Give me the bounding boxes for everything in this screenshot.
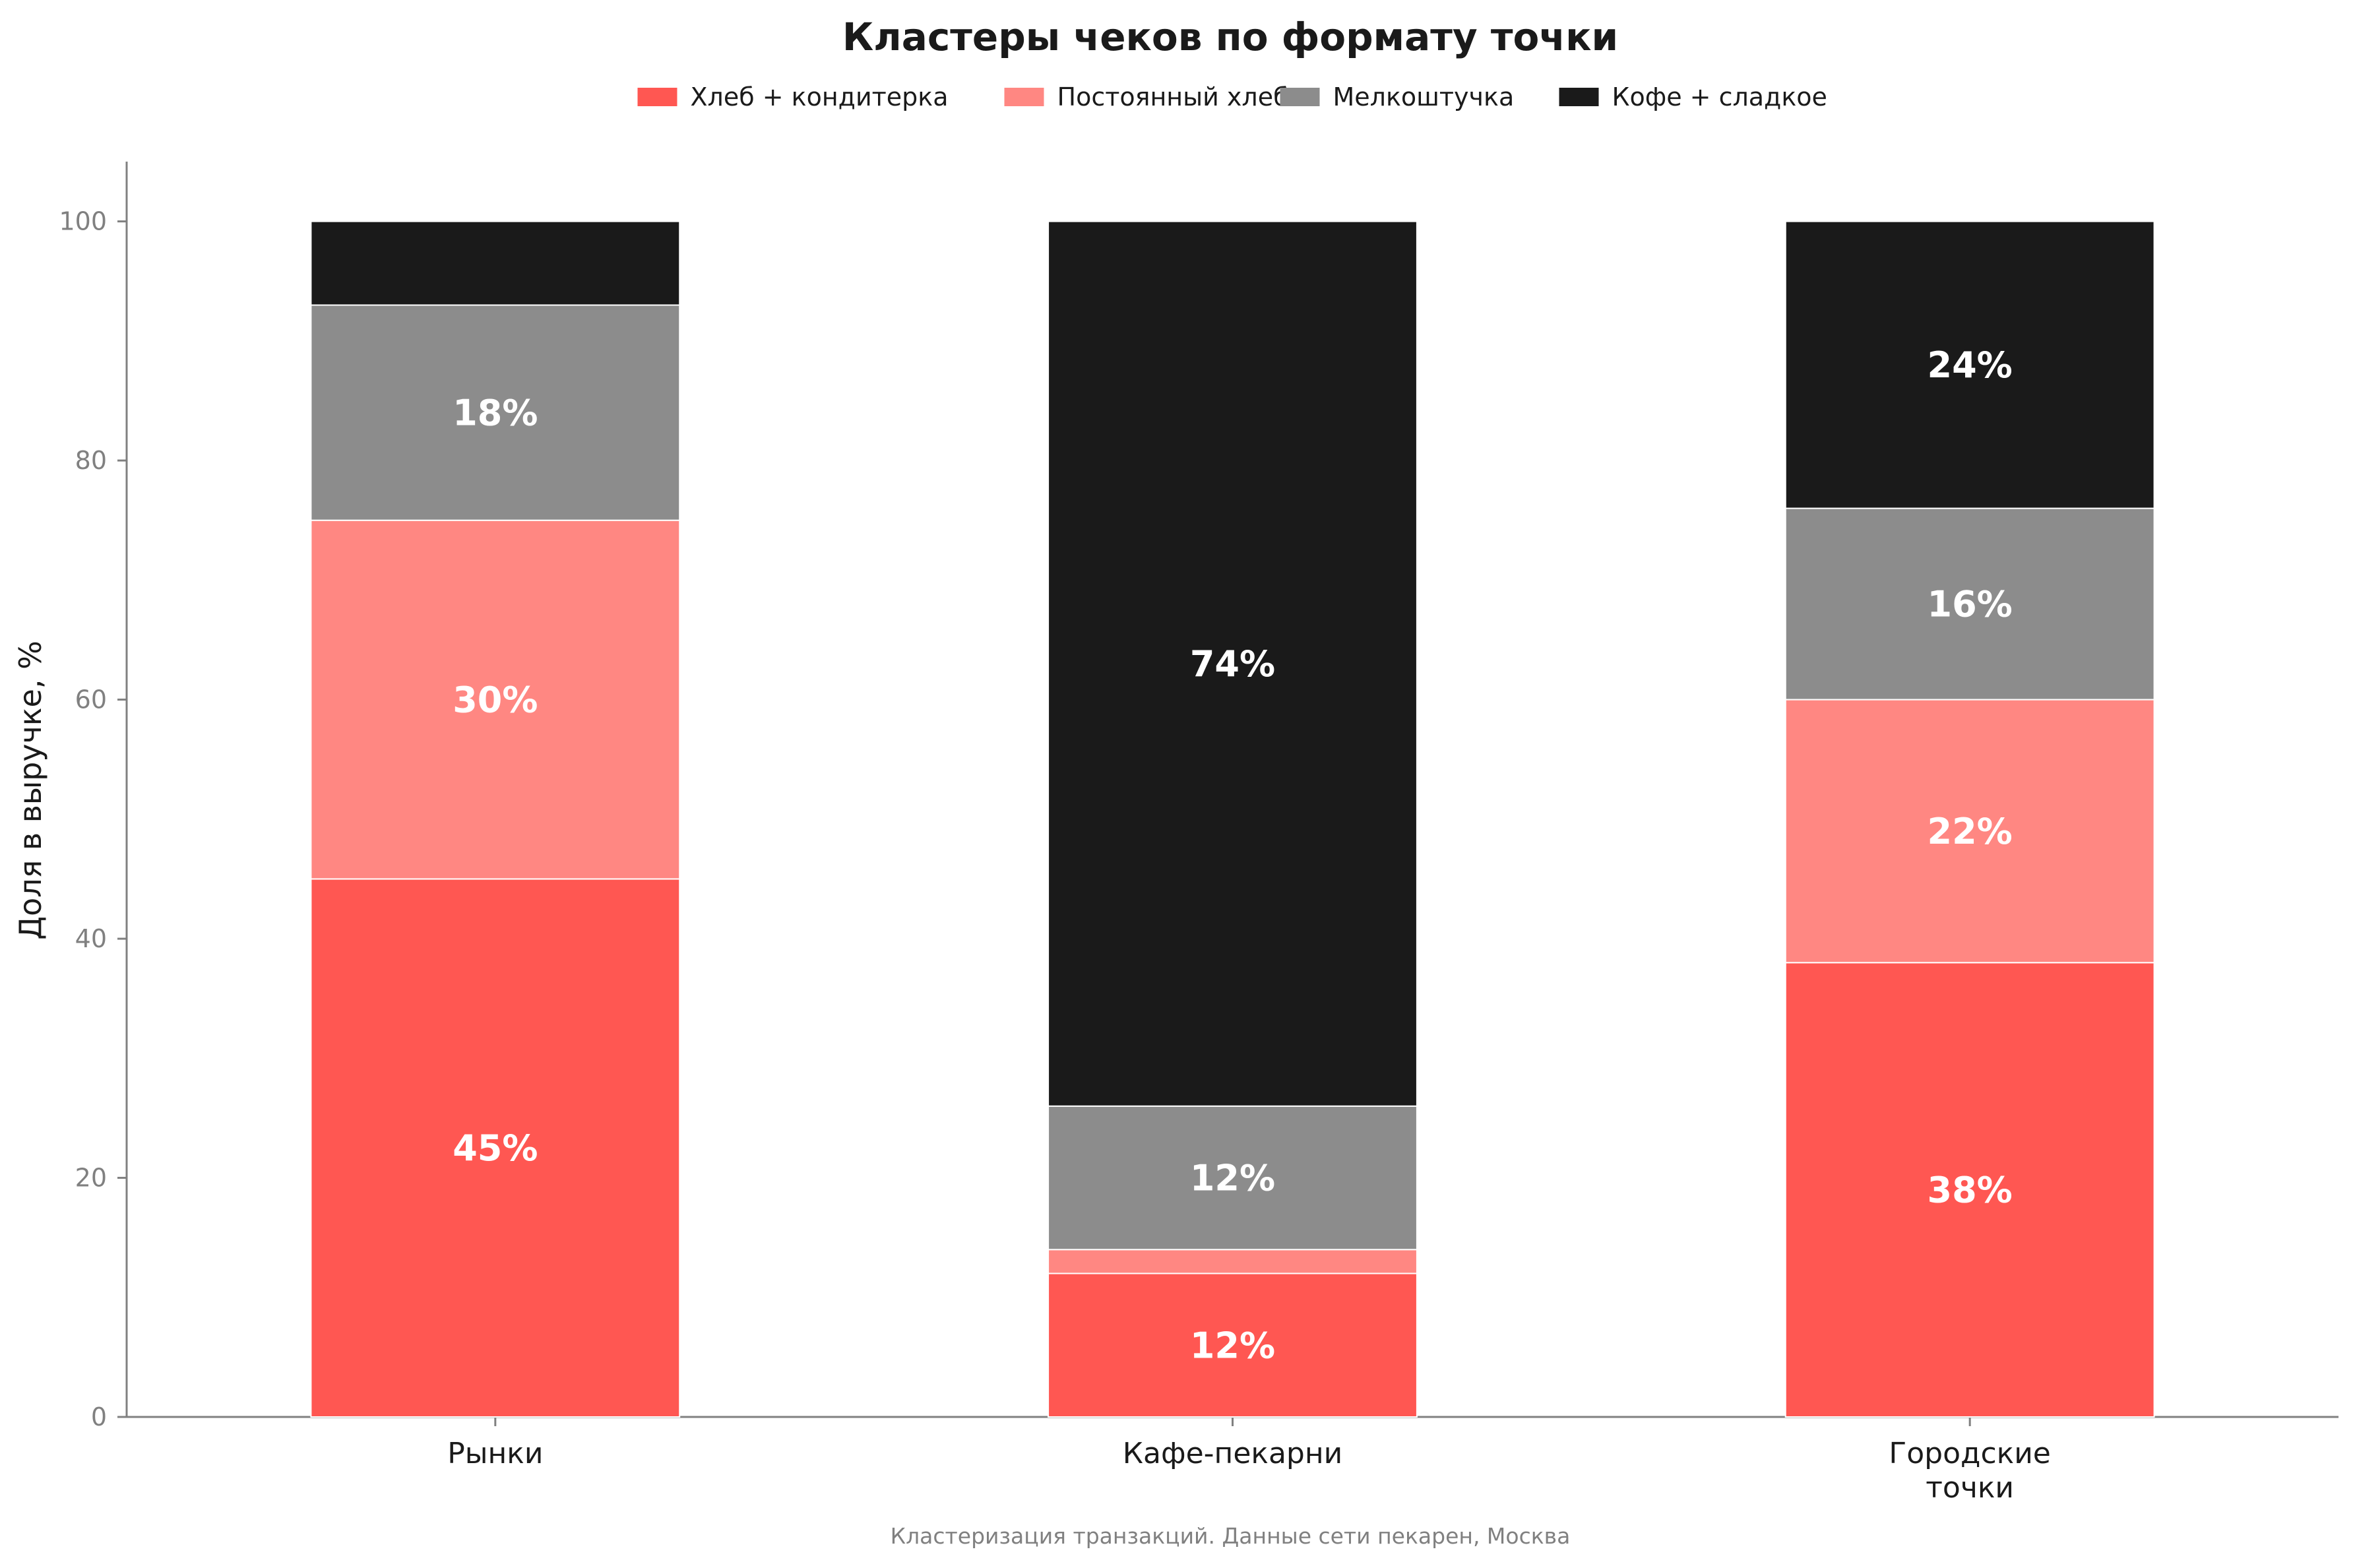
y-tick-label: 40 <box>75 924 107 953</box>
bar-segment-рынки-кофе-сладкое <box>310 220 681 306</box>
y-tick-label: 60 <box>75 685 107 714</box>
data-label-кафе-пекарни-кофе-сладкое: 74% <box>1190 643 1275 685</box>
y-axis: 0 20 40 60 80 100 <box>59 162 128 1431</box>
x-axis: Рынки Кафе-пекарни Городские точки <box>127 1416 2339 1505</box>
data-label-городские-точки-хлеб-кондитерка: 38% <box>1928 1170 2013 1211</box>
legend-label: Хлеб + кондитерка <box>691 82 949 111</box>
legend-item-постоянный-хлеб: Постоянный хлеб <box>1004 82 1289 111</box>
segment-labels: 45% 30% 18% 12% 12% 74% 38% 22% 16% 24% <box>453 344 2013 1366</box>
bar-segment-городские-точки-хлеб-кондитерка <box>1784 962 2155 1418</box>
data-label-рынки-мелкоштучка: 18% <box>453 392 538 434</box>
legend: Хлеб + кондитерка Постоянный хлеб Мелкошту… <box>637 82 1827 111</box>
legend-swatch <box>637 88 677 106</box>
bar-segment-городские-точки-кофе-сладкое <box>1784 220 2155 509</box>
legend-item-хлеб-кондитерка: Хлеб + кондитерка <box>637 82 949 111</box>
legend-label: Постоянный хлеб <box>1057 82 1289 111</box>
y-tick-label: 80 <box>75 446 107 475</box>
data-label-кафе-пекарни-мелкоштучка: 12% <box>1190 1158 1275 1199</box>
data-label-рынки-постоянный-хлеб: 30% <box>453 679 538 721</box>
data-label-городские-точки-мелкоштучка: 16% <box>1928 584 2013 625</box>
legend-label: Мелкоштучка <box>1333 82 1515 111</box>
legend-label: Кофе + сладкое <box>1612 82 1827 111</box>
y-tick-label: 20 <box>75 1164 107 1193</box>
bar-segment-рынки-хлеб-кондитерка <box>310 878 681 1418</box>
y-tick-label: 100 <box>59 207 107 236</box>
legend-swatch <box>1559 88 1599 106</box>
y-axis-label: Доля в выручке, % <box>13 641 48 940</box>
bar-segment-кафе-пекарни-хлеб-кондитерка <box>1048 1272 1418 1418</box>
chart-footnote: Кластеризация транзакций. Данные сети пе… <box>891 1523 1571 1549</box>
x-tick-label-кафе-пекарни: Кафе-пекарни <box>1123 1437 1342 1470</box>
y-tick-label: 0 <box>91 1402 107 1431</box>
legend-swatch <box>1280 88 1320 106</box>
bar-segment-кафе-пекарни-постоянный-хлеб <box>1048 1249 1418 1274</box>
bar-segment-городские-точки-мелкоштучка <box>1784 507 2155 701</box>
data-label-рынки-хлеб-кондитерка: 45% <box>453 1127 538 1169</box>
bars <box>310 220 2155 1418</box>
legend-item-кофе-сладкое: Кофе + сладкое <box>1559 82 1827 111</box>
x-tick-label-городские-точки: Городские точки <box>1889 1437 2050 1505</box>
legend-swatch <box>1004 88 1044 106</box>
bar-segment-кафе-пекарни-мелкоштучка <box>1048 1105 1418 1251</box>
bar-segment-городские-точки-постоянный-хлеб <box>1784 699 2155 964</box>
bar-segment-рынки-постоянный-хлеб <box>310 519 681 880</box>
chart-title: Кластеры чеков по формату точки <box>842 15 1618 59</box>
bar-segment-кафе-пекарни-кофе-сладкое <box>1048 220 1418 1107</box>
data-label-городские-точки-постоянный-хлеб: 22% <box>1928 811 2013 852</box>
data-label-кафе-пекарни-хлеб-кондитерка: 12% <box>1190 1325 1275 1366</box>
x-tick-label-рынки: Рынки <box>447 1437 543 1470</box>
legend-item-мелкоштучка: Мелкоштучка <box>1280 82 1515 111</box>
data-label-городские-точки-кофе-сладкое: 24% <box>1928 344 2013 386</box>
bar-segment-рынки-мелкоштучка <box>310 304 681 521</box>
